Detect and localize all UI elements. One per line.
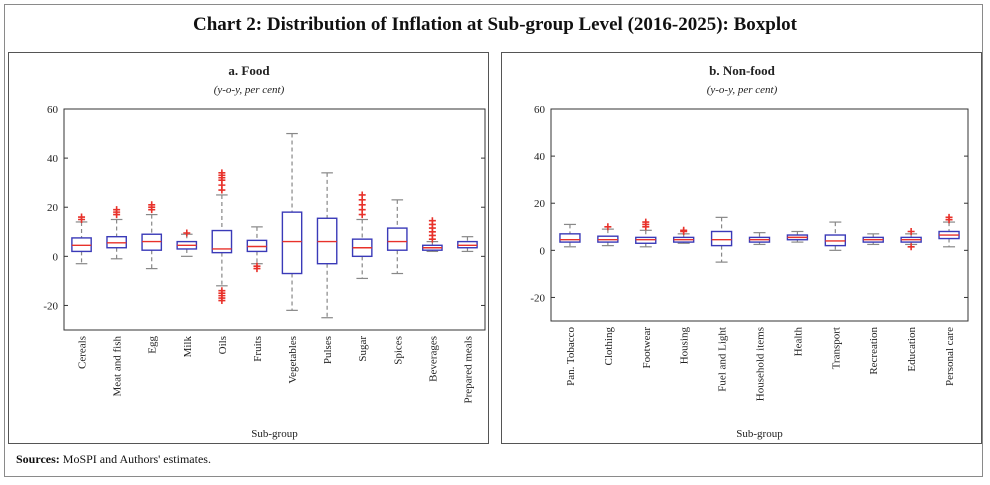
food-box-6 xyxy=(281,132,303,311)
nonfood-box-10 xyxy=(938,213,960,248)
food-outlier-1-2 xyxy=(113,206,121,214)
nonfood-outlier-9-1 xyxy=(907,243,915,251)
food-plot-area xyxy=(63,108,486,331)
food-xtick-label-8: Sugar xyxy=(357,336,369,362)
food-xtick-label-6: Vegetables xyxy=(287,336,299,384)
nonfood-panel-title: b. Non-food xyxy=(709,63,776,78)
food-xtick-label-1: Meat and fish xyxy=(112,336,124,397)
food-outlier-10-5 xyxy=(428,217,436,225)
nonfood-xtick-label-7: Transport xyxy=(830,327,842,369)
sources-label: Sources: xyxy=(16,452,60,466)
food-xtick-label-9: Spices xyxy=(392,336,404,365)
nonfood-box-2 xyxy=(635,218,657,248)
sources-note: Sources: MoSPI and Authors' estimates. xyxy=(16,452,211,467)
food-box-11 xyxy=(457,236,478,253)
food-xtick-label-0: Cereals xyxy=(77,336,89,369)
food-xtick-label-10: Beverages xyxy=(427,336,439,382)
nonfood-ytick-label-0: -20 xyxy=(530,292,545,304)
food-xtick-label-11: Prepared meals xyxy=(462,336,474,404)
food-xtick-label-5: Fruits xyxy=(252,336,264,362)
nonfood-xtick-label-10: Personal care xyxy=(944,327,956,386)
nonfood-outlier-3-1 xyxy=(680,226,688,234)
nonfood-box-1 xyxy=(597,223,619,247)
nonfood-xtick-label-2: Footwear xyxy=(641,327,653,369)
nonfood-box-6 xyxy=(786,230,809,243)
nonfood-outlier-2-2 xyxy=(642,218,650,226)
food-outlier-5-1 xyxy=(253,265,261,273)
nonfood-outlier-10-1 xyxy=(945,213,953,221)
food-iqr-box-6 xyxy=(281,211,303,275)
food-outlier-8-4 xyxy=(358,191,366,199)
nonfood-box-9 xyxy=(900,227,922,251)
nonfood-xaxis-label: Sub-group xyxy=(736,428,783,440)
food-iqr-box-4 xyxy=(211,229,233,254)
food-box-7 xyxy=(316,172,338,319)
food-ytick-label-4: 60 xyxy=(47,104,59,116)
food-panel-subtitle: (y-o-y, per cent) xyxy=(214,84,285,96)
food-box-0 xyxy=(71,213,92,265)
food-box-10 xyxy=(422,217,443,253)
food-outlier-3-0 xyxy=(183,229,191,237)
nonfood-box-3 xyxy=(672,226,695,244)
food-iqr-box-9 xyxy=(386,227,408,251)
nonfood-plot-area xyxy=(550,108,969,322)
main-title: Chart 2: Distribution of Inflation at Su… xyxy=(193,14,797,35)
nonfood-box-8 xyxy=(862,233,884,246)
food-ytick-label-3: 40 xyxy=(47,153,59,165)
nonfood-ytick-label-2: 20 xyxy=(534,198,546,210)
food-xtick-label-7: Pulses xyxy=(322,336,334,364)
nonfood-boxplot-chart: b. Non-food (y-o-y, per cent) -20 0 20 40 60 Pa… xyxy=(530,63,969,440)
food-box-3 xyxy=(176,229,198,257)
food-box-8 xyxy=(351,191,373,280)
food-box-2 xyxy=(141,201,163,270)
nonfood-xtick-label-8: Recreation xyxy=(868,327,880,375)
nonfood-box-5 xyxy=(748,232,771,246)
nonfood-xtick-label-3: Housing xyxy=(679,327,691,365)
nonfood-ytick-label-3: 40 xyxy=(534,151,546,163)
chart-frame xyxy=(4,4,983,477)
food-box-4 xyxy=(211,169,233,305)
food-box-5 xyxy=(246,226,268,273)
food-xtick-label-3: Milk xyxy=(182,336,194,358)
nonfood-xtick-label-4: Fuel and Light xyxy=(717,327,729,392)
food-outlier-4-5 xyxy=(218,169,226,177)
nonfood-box-0 xyxy=(559,223,581,248)
food-outlier-2-2 xyxy=(148,201,156,209)
food-boxplot-chart: a. Food (y-o-y, per cent) -20 0 20 40 60 Cereal… xyxy=(43,63,486,440)
nonfood-box-4 xyxy=(710,216,733,263)
nonfood-outlier-1-0 xyxy=(604,223,612,231)
panel-nonfood: b. Non-food (y-o-y, per cent) -20 0 20 40 60 Pa… xyxy=(501,52,982,444)
food-outlier-0-1 xyxy=(78,213,86,221)
sources-text: MoSPI and Authors' estimates. xyxy=(62,452,211,466)
food-outlier-4-10 xyxy=(218,297,226,305)
food-xaxis-label: Sub-group xyxy=(251,428,298,440)
food-ytick-label-1: 0 xyxy=(53,251,59,263)
nonfood-xtick-label-9: Education xyxy=(906,327,918,372)
nonfood-xtick-label-0: Pan. Tobacco xyxy=(565,327,577,386)
food-ytick-label-2: 20 xyxy=(47,202,59,214)
nonfood-outlier-9-0 xyxy=(907,227,915,235)
food-xtick-label-4: Oils xyxy=(217,336,229,354)
nonfood-xtick-label-5: Household items xyxy=(755,327,767,401)
food-xtick-label-2: Egg xyxy=(147,336,159,354)
food-box-9 xyxy=(386,199,408,275)
nonfood-box-7 xyxy=(824,221,847,251)
nonfood-ytick-label-4: 60 xyxy=(534,104,546,116)
nonfood-iqr-box-0 xyxy=(559,233,581,243)
nonfood-xtick-label-6: Health xyxy=(792,327,804,357)
food-ytick-label-0: -20 xyxy=(43,300,58,312)
nonfood-ytick-label-1: 0 xyxy=(540,245,546,257)
nonfood-iqr-box-4 xyxy=(710,230,733,247)
nonfood-panel-subtitle: (y-o-y, per cent) xyxy=(707,84,778,96)
nonfood-xtick-label-1: Clothing xyxy=(603,327,615,366)
panel-food: a. Food (y-o-y, per cent) -20 0 20 40 60 Cereal… xyxy=(8,52,489,444)
food-box-1 xyxy=(106,206,127,260)
food-panel-title: a. Food xyxy=(228,63,270,78)
